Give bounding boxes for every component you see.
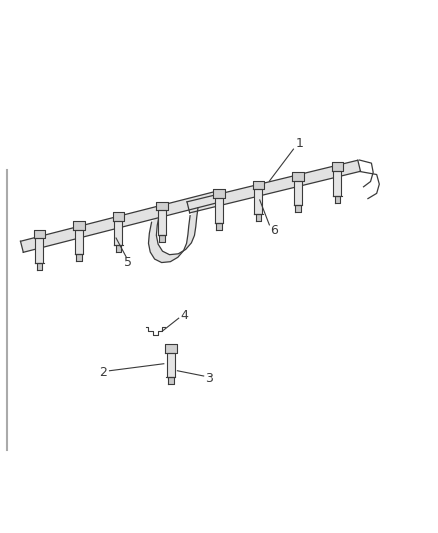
Polygon shape (292, 172, 304, 181)
Polygon shape (148, 208, 198, 263)
Polygon shape (168, 377, 173, 384)
Polygon shape (75, 230, 83, 254)
Text: 5: 5 (124, 256, 132, 269)
Text: 1: 1 (295, 138, 303, 150)
Polygon shape (216, 223, 222, 230)
Polygon shape (256, 214, 261, 221)
Polygon shape (213, 189, 225, 198)
Polygon shape (333, 171, 341, 196)
Text: 4: 4 (180, 309, 188, 322)
Polygon shape (159, 235, 165, 242)
Polygon shape (294, 181, 302, 205)
Polygon shape (37, 263, 42, 270)
Polygon shape (295, 205, 300, 212)
Polygon shape (34, 230, 45, 238)
Text: 6: 6 (270, 224, 278, 237)
Polygon shape (167, 353, 175, 377)
Polygon shape (156, 201, 168, 211)
Polygon shape (335, 196, 340, 203)
Text: 2: 2 (99, 366, 107, 379)
Polygon shape (253, 181, 264, 189)
Polygon shape (113, 212, 124, 221)
Polygon shape (76, 254, 81, 261)
Polygon shape (21, 191, 220, 252)
Polygon shape (165, 344, 177, 353)
Polygon shape (114, 221, 122, 246)
Polygon shape (254, 189, 262, 214)
Polygon shape (73, 221, 85, 230)
Polygon shape (116, 246, 121, 253)
Polygon shape (35, 238, 43, 263)
Polygon shape (187, 160, 360, 213)
Polygon shape (332, 162, 343, 171)
Text: 3: 3 (205, 372, 213, 385)
Polygon shape (215, 198, 223, 223)
Polygon shape (158, 211, 166, 235)
